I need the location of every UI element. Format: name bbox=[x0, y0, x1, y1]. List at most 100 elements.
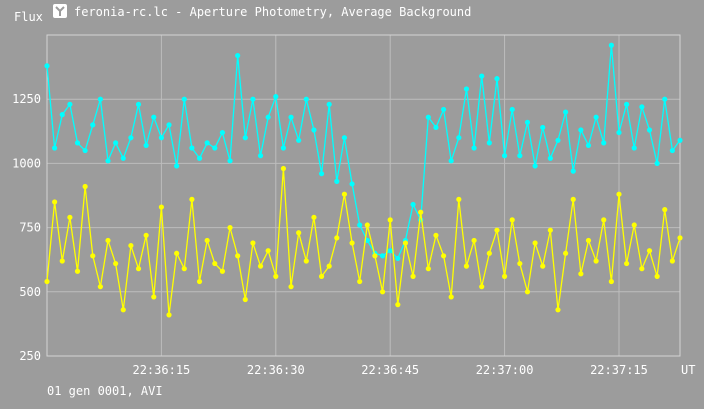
data-point bbox=[563, 109, 569, 115]
data-point bbox=[97, 96, 103, 102]
data-point bbox=[158, 135, 164, 141]
data-point bbox=[486, 140, 492, 146]
y-tick-label: 250 bbox=[19, 349, 41, 363]
data-point bbox=[128, 242, 134, 249]
data-point bbox=[479, 73, 485, 79]
data-point bbox=[97, 284, 103, 290]
data-point bbox=[456, 196, 462, 202]
data-point bbox=[257, 153, 264, 159]
data-point bbox=[105, 158, 111, 164]
data-point bbox=[151, 114, 157, 120]
data-point bbox=[646, 127, 653, 133]
data-point bbox=[357, 278, 363, 285]
window-title: feronia-rc.lc - Aperture Photometry, Ave… bbox=[74, 5, 472, 19]
data-point bbox=[67, 101, 73, 107]
data-point bbox=[570, 196, 576, 202]
data-point bbox=[196, 155, 203, 161]
data-point bbox=[181, 96, 187, 102]
data-point bbox=[494, 227, 500, 233]
data-point bbox=[280, 165, 287, 172]
data-point bbox=[120, 155, 126, 161]
data-point bbox=[273, 94, 279, 100]
data-point bbox=[143, 232, 149, 238]
data-point bbox=[341, 135, 348, 141]
data-point bbox=[280, 145, 287, 151]
data-point bbox=[418, 209, 424, 215]
data-point bbox=[509, 106, 515, 113]
data-point bbox=[311, 127, 317, 133]
y-tick-label: 750 bbox=[19, 221, 41, 235]
data-point bbox=[135, 266, 142, 272]
data-point bbox=[463, 86, 470, 92]
data-point bbox=[265, 114, 271, 120]
data-point bbox=[433, 124, 439, 131]
data-point bbox=[646, 248, 653, 254]
data-point bbox=[326, 263, 332, 269]
data-point bbox=[235, 52, 241, 59]
x-tick-label: 22:36:45 bbox=[361, 363, 419, 377]
data-point bbox=[265, 248, 271, 254]
data-point bbox=[334, 235, 340, 241]
data-point bbox=[135, 101, 142, 107]
data-point bbox=[463, 263, 470, 269]
data-point bbox=[517, 153, 523, 159]
data-point bbox=[372, 253, 378, 259]
data-point bbox=[433, 232, 439, 238]
data-point bbox=[341, 191, 348, 197]
data-point bbox=[105, 237, 111, 244]
data-point bbox=[250, 96, 256, 102]
data-point bbox=[616, 129, 622, 136]
data-point bbox=[82, 147, 88, 154]
data-point bbox=[540, 124, 546, 131]
data-point bbox=[44, 278, 50, 285]
data-point bbox=[364, 222, 370, 228]
data-point bbox=[349, 181, 355, 187]
data-point bbox=[585, 237, 592, 244]
data-point bbox=[303, 96, 309, 102]
data-point bbox=[501, 273, 508, 279]
data-point bbox=[669, 147, 675, 154]
plot-frame bbox=[46, 34, 681, 357]
data-point bbox=[624, 101, 630, 107]
data-point bbox=[616, 191, 622, 197]
data-point bbox=[227, 225, 233, 231]
data-point bbox=[204, 237, 210, 244]
data-point bbox=[59, 112, 65, 118]
data-point bbox=[59, 258, 65, 264]
data-point bbox=[578, 127, 584, 133]
data-point bbox=[379, 253, 386, 259]
data-point bbox=[288, 114, 294, 120]
data-point bbox=[440, 106, 447, 113]
data-point bbox=[563, 250, 569, 256]
data-point bbox=[501, 153, 508, 159]
data-point bbox=[524, 119, 531, 125]
data-point bbox=[601, 140, 607, 146]
data-point bbox=[349, 240, 355, 246]
data-point bbox=[128, 135, 134, 141]
data-point bbox=[654, 273, 660, 279]
data-point bbox=[593, 258, 599, 264]
data-point bbox=[204, 140, 210, 146]
series-line-1 bbox=[46, 45, 681, 260]
data-point bbox=[143, 142, 149, 149]
x-tick-label: 22:37:15 bbox=[590, 363, 648, 377]
x-tick-label: 22:36:15 bbox=[132, 363, 190, 377]
data-point bbox=[242, 135, 248, 141]
data-point bbox=[570, 168, 576, 174]
data-point bbox=[456, 135, 462, 141]
data-point bbox=[189, 196, 195, 202]
data-point bbox=[608, 42, 614, 48]
data-point bbox=[303, 258, 309, 264]
data-point bbox=[113, 140, 119, 146]
data-point bbox=[494, 76, 500, 82]
data-point bbox=[608, 278, 614, 285]
data-point bbox=[387, 217, 393, 223]
program-icon[interactable] bbox=[53, 4, 67, 18]
data-point bbox=[357, 222, 363, 228]
data-point bbox=[52, 145, 58, 151]
data-point bbox=[524, 289, 531, 295]
data-point bbox=[402, 240, 409, 246]
data-point bbox=[74, 268, 81, 274]
data-point bbox=[44, 63, 50, 69]
